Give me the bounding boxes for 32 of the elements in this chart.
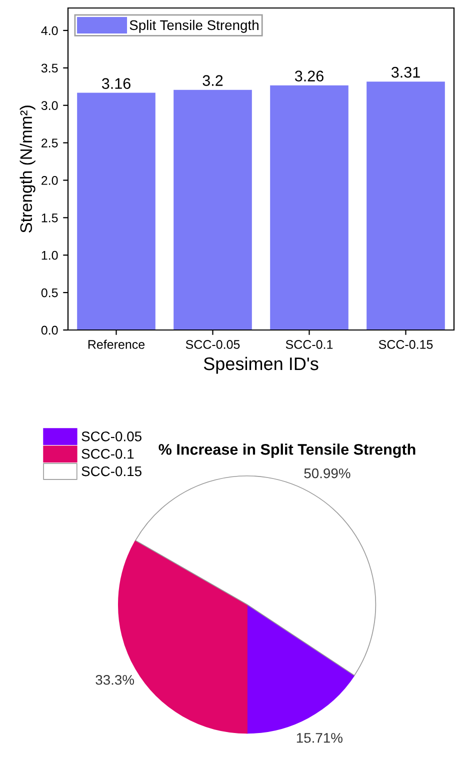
y-tick-label: 2.5 — [42, 138, 58, 148]
data-label: 3.26 — [294, 70, 324, 82]
text: % Increase in Split Tensile Strength — [158, 444, 416, 458]
legend-label: SCC-0.05 — [82, 431, 142, 442]
y-tick-label: 0.5 — [41, 288, 58, 298]
x-tick-label: SCC-0.1 — [286, 340, 333, 349]
bar — [366, 82, 445, 330]
x-tick-label: SCC-0.15 — [378, 340, 433, 349]
y-tick-label: 3.0 — [41, 101, 58, 110]
bar — [174, 90, 252, 330]
y-tick-label: 2.0 — [42, 176, 58, 185]
y-tick-label: 3.5 — [41, 64, 58, 73]
x-tick-label: SCC-0.05 — [186, 340, 240, 349]
y-tick-label: 0.0 — [41, 326, 58, 335]
x-axis-title: Spesimen ID's — [204, 356, 318, 374]
legend-label: Split Tensile Strength — [130, 20, 258, 33]
data-label: 3.2 — [202, 75, 223, 86]
x-tick-label: Reference — [88, 340, 145, 349]
y-tick-label: 1.0 — [42, 250, 58, 260]
pie-slice — [246, 604, 355, 734]
data-label: 3.31 — [391, 66, 420, 78]
data-label: 3.16 — [102, 78, 130, 89]
legend-label: SCC-0.15 — [82, 466, 142, 476]
data-label: 50.99% — [304, 468, 350, 478]
data-label: 15.71% — [296, 733, 342, 743]
legend-label: SCC-0.1 — [82, 448, 134, 459]
y-axis-title: Strength (N/mm²) — [20, 106, 36, 233]
y-tick-label: 4.0 — [41, 26, 58, 36]
bar — [270, 85, 348, 330]
y-tick-label: 1.5 — [42, 214, 58, 222]
data-label: 33.3% — [96, 674, 134, 685]
bar — [77, 92, 156, 330]
